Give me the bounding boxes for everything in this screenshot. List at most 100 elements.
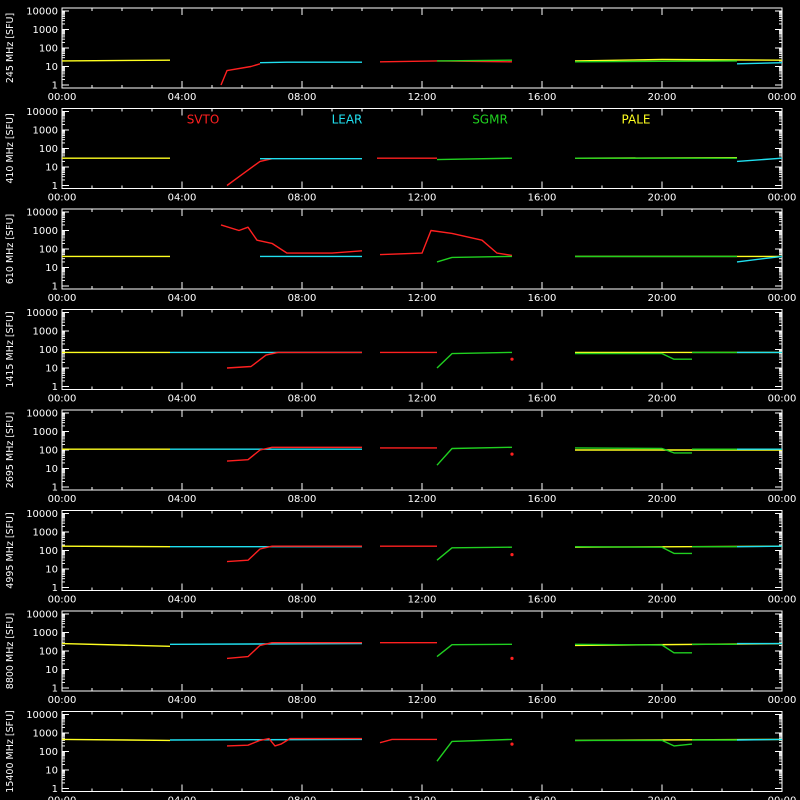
legend-svto: SVTO bbox=[187, 113, 220, 127]
y-tick-label: 10 bbox=[45, 766, 58, 777]
y-axis-label: 410 MHz [SFU] bbox=[5, 113, 16, 183]
series-line bbox=[436, 643, 513, 658]
x-tick-label: 16:00 bbox=[528, 796, 557, 800]
y-tick-label: 1000 bbox=[33, 528, 58, 539]
x-tick-label: 00:00 bbox=[48, 92, 77, 103]
y-tick-label: 1000 bbox=[33, 729, 58, 740]
x-tick-label: 12:00 bbox=[408, 494, 437, 505]
y-axis-label: 4995 MHz [SFU] bbox=[5, 512, 16, 588]
x-tick-label: 16:00 bbox=[528, 293, 557, 304]
series-lear bbox=[260, 157, 783, 163]
y-tick-label: 1 bbox=[52, 282, 58, 293]
series-line bbox=[61, 545, 171, 548]
series-line bbox=[61, 738, 171, 742]
x-tick-label: 00:00 bbox=[768, 695, 797, 706]
y-tick-label: 10000 bbox=[26, 107, 58, 118]
x-tick-label: 16:00 bbox=[528, 92, 557, 103]
x-tick-label: 04:00 bbox=[168, 394, 197, 405]
series-line bbox=[736, 157, 783, 163]
x-tick-label: 04:00 bbox=[168, 92, 197, 103]
series-line bbox=[220, 224, 363, 254]
x-tick-label: 00:00 bbox=[48, 796, 77, 800]
x-tick-label: 04:00 bbox=[168, 293, 197, 304]
x-tick-label: 20:00 bbox=[648, 796, 677, 800]
series-line bbox=[379, 738, 437, 744]
x-tick-label: 00:00 bbox=[48, 494, 77, 505]
x-tick-label: 16:00 bbox=[528, 193, 557, 204]
y-tick-label: 100 bbox=[39, 44, 58, 55]
x-tick-label: 00:00 bbox=[48, 193, 77, 204]
x-tick-label: 00:00 bbox=[768, 394, 797, 405]
x-tick-label: 12:00 bbox=[408, 796, 437, 800]
data-point bbox=[510, 656, 514, 660]
y-tick-label: 100 bbox=[39, 245, 58, 256]
series-svto bbox=[226, 737, 514, 747]
legend-lear: LEAR bbox=[332, 113, 363, 127]
series-svto bbox=[220, 224, 513, 257]
y-tick-label: 1 bbox=[52, 81, 58, 92]
series-line bbox=[575, 739, 693, 747]
series-svto bbox=[226, 157, 437, 187]
y-tick-label: 1000 bbox=[33, 226, 58, 237]
y-tick-label: 10000 bbox=[26, 308, 58, 319]
y-tick-label: 1 bbox=[52, 684, 58, 695]
series-sgmr bbox=[436, 643, 737, 658]
series-line bbox=[574, 60, 738, 63]
x-tick-label: 04:00 bbox=[168, 595, 197, 606]
x-tick-label: 16:00 bbox=[528, 695, 557, 706]
series-lear bbox=[259, 61, 783, 65]
series-line bbox=[436, 351, 513, 369]
series-sgmr bbox=[436, 255, 737, 263]
panel-frame bbox=[61, 711, 783, 792]
x-tick-label: 04:00 bbox=[168, 494, 197, 505]
series-line bbox=[226, 446, 362, 462]
y-tick-label: 1 bbox=[52, 181, 58, 192]
series-svto bbox=[226, 642, 514, 660]
x-tick-label: 12:00 bbox=[408, 92, 437, 103]
x-tick-label: 16:00 bbox=[528, 494, 557, 505]
series-line bbox=[220, 63, 261, 86]
y-tick-label: 10 bbox=[45, 565, 58, 576]
series-line bbox=[436, 157, 513, 161]
series-sgmr bbox=[436, 546, 737, 561]
x-tick-label: 00:00 bbox=[768, 494, 797, 505]
x-tick-label: 00:00 bbox=[768, 595, 797, 606]
x-tick-label: 12:00 bbox=[408, 293, 437, 304]
series-line bbox=[736, 255, 783, 263]
series-line bbox=[574, 447, 692, 454]
series-line bbox=[574, 58, 783, 62]
x-tick-label: 12:00 bbox=[408, 394, 437, 405]
y-tick-label: 10 bbox=[45, 464, 58, 475]
y-tick-label: 1 bbox=[52, 583, 58, 594]
x-tick-label: 20:00 bbox=[648, 494, 677, 505]
series-line bbox=[259, 61, 362, 64]
x-tick-label: 20:00 bbox=[648, 193, 677, 204]
series-line bbox=[226, 737, 362, 747]
y-axis-label: 245 MHz [SFU] bbox=[5, 13, 16, 83]
series-line bbox=[436, 255, 513, 263]
y-tick-label: 10 bbox=[45, 665, 58, 676]
series-line bbox=[379, 229, 513, 257]
series-line bbox=[226, 158, 273, 187]
x-tick-label: 08:00 bbox=[288, 494, 317, 505]
x-tick-label: 08:00 bbox=[288, 293, 317, 304]
x-tick-label: 04:00 bbox=[168, 796, 197, 800]
x-tick-label: 00:00 bbox=[48, 394, 77, 405]
panel-frame bbox=[61, 610, 783, 692]
legend-pale: PALE bbox=[622, 113, 651, 127]
legend-sgmr: SGMR bbox=[472, 113, 508, 127]
x-tick-label: 08:00 bbox=[288, 595, 317, 606]
y-axis-label: 1415 MHz [SFU] bbox=[5, 311, 16, 387]
y-axis-label: 15400 MHz [SFU] bbox=[5, 710, 16, 792]
y-tick-label: 10 bbox=[45, 263, 58, 274]
series-svto bbox=[226, 351, 514, 369]
x-tick-label: 20:00 bbox=[648, 92, 677, 103]
